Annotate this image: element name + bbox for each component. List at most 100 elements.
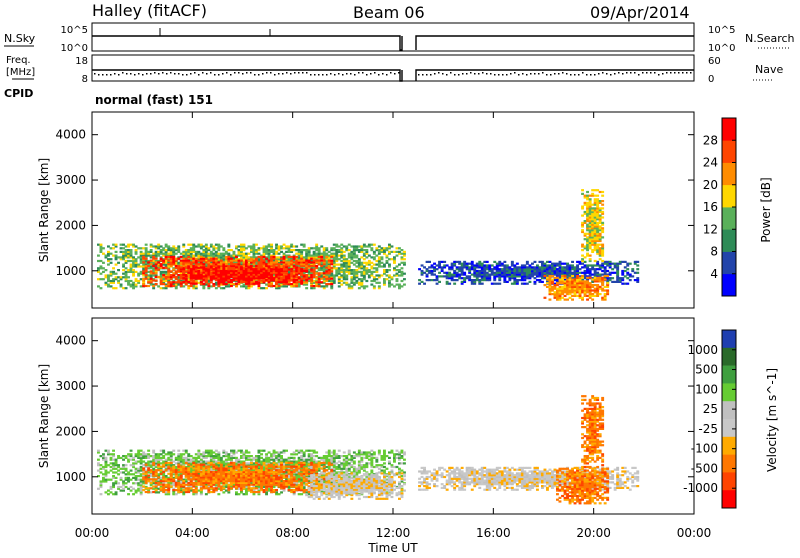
range-time-cell: [541, 266, 544, 268]
range-time-cell: [589, 282, 592, 284]
range-time-cell: [386, 274, 389, 276]
noise-right-tick-bottom: 10^0: [708, 43, 735, 54]
nave-point: [94, 73, 96, 75]
range-time-cell: [175, 258, 178, 260]
range-time-cell: [599, 215, 602, 217]
range-time-cell: [162, 450, 165, 452]
range-time-cell: [130, 450, 133, 452]
range-time-cell: [599, 264, 602, 266]
range-time-cell: [378, 249, 381, 251]
range-time-cell: [616, 279, 619, 281]
range-time-cell: [142, 261, 145, 263]
range-time-cell: [120, 486, 123, 488]
range-time-cell: [100, 287, 103, 289]
range-time-cell: [308, 265, 311, 267]
range-time-cell: [162, 247, 165, 249]
nave-point: [590, 74, 592, 76]
nave-point: [322, 74, 324, 76]
range-time-cell: [130, 280, 133, 282]
nave-point: [662, 73, 664, 75]
nave-point: [466, 73, 468, 75]
range-time-cell: [145, 247, 148, 249]
nave-point: [198, 74, 200, 76]
range-time-cell: [599, 247, 602, 249]
range-time-cell: [571, 279, 574, 281]
range-time-cell: [591, 189, 594, 191]
range-time-cell: [360, 256, 363, 258]
range-time-cell: [288, 261, 291, 263]
range-time-cell: [177, 453, 180, 455]
range-time-cell: [120, 244, 123, 246]
range-time-cell: [303, 275, 306, 277]
range-time-cell: [298, 277, 301, 279]
range-time-cell: [559, 266, 562, 268]
range-time-cell: [120, 247, 123, 249]
range-time-cell: [594, 295, 597, 297]
range-time-cell: [350, 262, 353, 264]
range-time-cell: [150, 263, 153, 265]
range-time-cell: [105, 457, 108, 459]
range-time-cell: [202, 283, 205, 285]
range-time-cell: [240, 244, 243, 246]
range-time-cell: [100, 471, 103, 473]
nave-point: [202, 72, 204, 74]
range-time-cell: [185, 255, 188, 257]
range-time-cell: [523, 264, 526, 266]
range-time-cell: [345, 245, 348, 247]
range-time-cell: [190, 244, 193, 246]
range-time-cell: [503, 279, 506, 281]
nave-point: [582, 72, 584, 74]
nave-point: [142, 74, 144, 76]
range-time-cell: [546, 286, 549, 288]
range-time-cell: [293, 249, 296, 251]
range-time-cell: [586, 255, 589, 257]
range-time-cell: [157, 461, 160, 463]
range-time-cell: [135, 245, 138, 247]
range-time-cell: [621, 277, 624, 279]
range-time-cell: [353, 278, 356, 280]
range-time-cell: [601, 288, 604, 290]
nave-point: [542, 72, 544, 74]
range-time-cell: [162, 278, 165, 280]
range-time-cell: [112, 287, 115, 289]
range-time-cell: [243, 253, 246, 255]
range-time-cell: [142, 285, 145, 287]
range-time-cell: [283, 256, 286, 258]
range-time-cell: [305, 274, 308, 276]
nave-point: [634, 72, 636, 74]
range-time-cell: [358, 265, 361, 267]
range-time-cell: [100, 484, 103, 486]
range-time-cell: [581, 222, 584, 224]
range-time-cell: [170, 274, 173, 276]
range-time-cell: [320, 281, 323, 283]
range-time-cell: [220, 245, 223, 247]
range-time-cell: [255, 249, 258, 251]
range-time-cell: [453, 283, 456, 285]
range-time-cell: [370, 244, 373, 246]
range-time-cell: [142, 272, 145, 274]
range-time-cell: [295, 266, 298, 268]
range-time-cell: [581, 215, 584, 217]
colorbar-swatch: [722, 207, 736, 230]
nave-point: [162, 72, 164, 74]
range-time-cell: [554, 266, 557, 268]
range-time-cell: [576, 261, 579, 263]
colorbar-swatch: [722, 274, 736, 297]
range-time-cell: [258, 283, 261, 285]
range-time-cell: [333, 255, 336, 257]
range-time-cell: [280, 251, 283, 253]
range-time-cell: [180, 256, 183, 258]
range-time-cell: [398, 269, 401, 271]
range-time-cell: [606, 282, 609, 284]
range-time-cell: [175, 272, 178, 274]
range-time-cell: [205, 258, 208, 260]
nave-point: [274, 74, 276, 76]
range-time-cell: [122, 255, 125, 257]
range-time-cell: [391, 245, 394, 247]
range-time-cell: [240, 281, 243, 283]
range-time-cell: [105, 274, 108, 276]
range-time-cell: [325, 272, 328, 274]
range-time-cell: [200, 244, 203, 246]
range-time-cell: [310, 255, 313, 257]
nave-point: [354, 74, 356, 76]
